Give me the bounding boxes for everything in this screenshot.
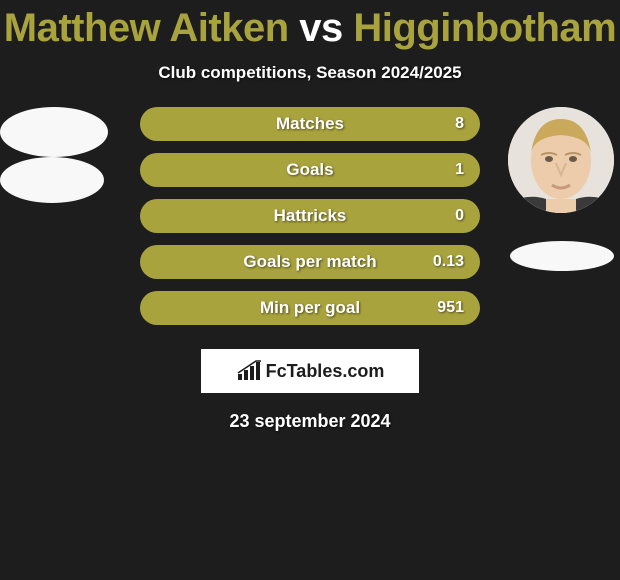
title-player1: Matthew Aitken — [4, 6, 289, 50]
stat-label: Hattricks — [274, 206, 347, 226]
stat-bar: Min per goal 951 — [140, 291, 480, 325]
stat-bar: Matches 8 — [140, 107, 480, 141]
stat-label: Goals per match — [243, 252, 376, 272]
date-text: 23 september 2024 — [0, 411, 620, 432]
stat-bar: Goals 1 — [140, 153, 480, 187]
stat-bar: Hattricks 0 — [140, 199, 480, 233]
stat-bar: Goals per match 0.13 — [140, 245, 480, 279]
player2-avatar — [508, 107, 614, 213]
title-vs: vs — [299, 6, 343, 50]
stat-value: 8 — [455, 115, 464, 133]
stat-value: 1 — [455, 161, 464, 179]
compare-area: Matches 8 Goals 1 Hattricks 0 Goals per … — [0, 107, 620, 337]
player2-club-placeholder — [510, 241, 614, 271]
bar-chart-icon — [236, 360, 262, 382]
title-player2: Higginbotham — [353, 6, 616, 50]
player1-avatar-placeholder-top — [0, 107, 108, 157]
stat-bars: Matches 8 Goals 1 Hattricks 0 Goals per … — [140, 107, 480, 337]
page-title: Matthew Aitken vs Higginbotham — [0, 0, 620, 51]
stat-value: 951 — [437, 299, 464, 317]
subtitle: Club competitions, Season 2024/2025 — [0, 63, 620, 83]
avatar-face-icon — [508, 107, 614, 213]
source-logo-text: FcTables.com — [266, 361, 385, 382]
stat-label: Min per goal — [260, 298, 360, 318]
stat-value: 0 — [455, 207, 464, 225]
stat-label: Goals — [286, 160, 333, 180]
player1-avatar-placeholder-bottom — [0, 157, 104, 203]
source-logo[interactable]: FcTables.com — [201, 349, 419, 393]
stat-label: Matches — [276, 114, 344, 134]
stat-value: 0.13 — [433, 253, 464, 271]
